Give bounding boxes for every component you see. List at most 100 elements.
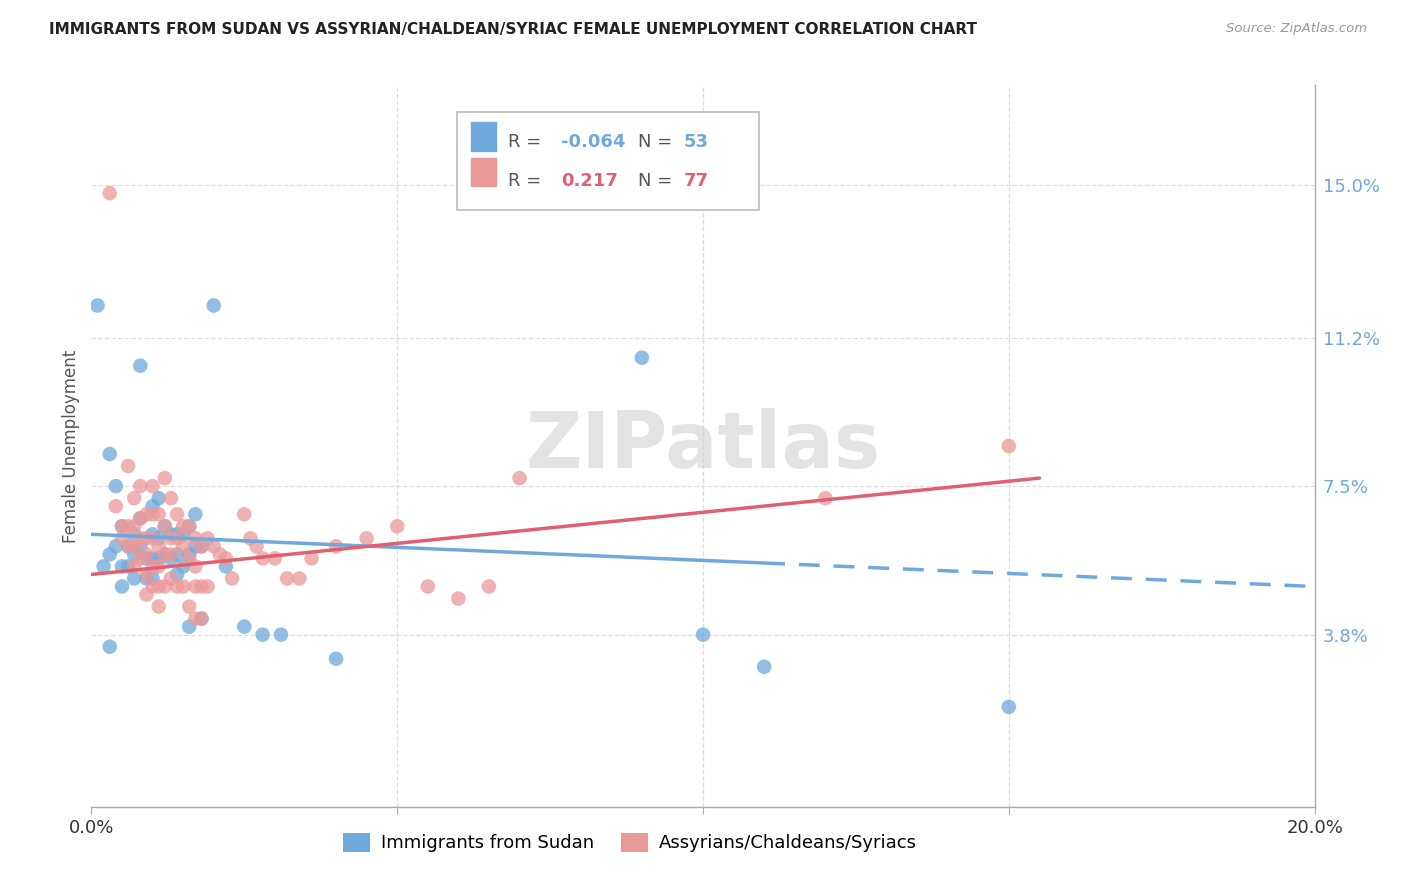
Point — [111, 519, 134, 533]
Point — [141, 580, 163, 594]
Point — [166, 527, 188, 541]
Point — [148, 580, 170, 594]
Point — [98, 640, 121, 654]
Point — [117, 519, 139, 533]
Point — [122, 491, 145, 506]
Point — [104, 500, 127, 514]
Point — [509, 471, 531, 485]
Point — [122, 548, 145, 562]
Point — [184, 539, 207, 553]
Point — [122, 572, 145, 586]
Point — [179, 599, 201, 614]
Point — [117, 459, 139, 474]
Text: R =: R = — [508, 133, 547, 151]
Point — [166, 567, 188, 582]
Point — [153, 548, 176, 562]
Point — [184, 532, 207, 546]
Point — [148, 599, 170, 614]
Point — [148, 551, 170, 566]
Point — [148, 559, 170, 574]
Point — [301, 551, 323, 566]
Point — [190, 612, 212, 626]
Point — [141, 532, 163, 546]
Point — [184, 580, 207, 594]
Point — [122, 539, 145, 553]
Point — [179, 519, 201, 533]
Point — [190, 580, 212, 594]
Point — [141, 527, 163, 541]
Point — [197, 580, 219, 594]
Point — [215, 559, 238, 574]
Point — [172, 539, 194, 553]
Point — [245, 539, 267, 553]
Point — [104, 539, 127, 553]
Point — [172, 580, 194, 594]
Point — [252, 551, 274, 566]
Point — [215, 551, 238, 566]
Point — [153, 580, 176, 594]
Point — [160, 548, 183, 562]
Point — [288, 572, 311, 586]
Point — [385, 519, 409, 533]
Point — [135, 588, 157, 602]
Point — [166, 532, 188, 546]
Point — [252, 628, 274, 642]
Point — [276, 572, 298, 586]
Point — [129, 479, 152, 493]
Point — [202, 539, 225, 553]
Point — [153, 548, 176, 562]
Point — [135, 551, 157, 566]
Point — [179, 620, 201, 634]
Point — [184, 559, 207, 574]
Point — [98, 447, 121, 461]
Point — [141, 572, 163, 586]
Legend: Immigrants from Sudan, Assyrians/Chaldeans/Syriacs: Immigrants from Sudan, Assyrians/Chaldea… — [336, 826, 924, 860]
Text: 0.217: 0.217 — [561, 172, 617, 190]
Text: IMMIGRANTS FROM SUDAN VS ASSYRIAN/CHALDEAN/SYRIAC FEMALE UNEMPLOYMENT CORRELATIO: IMMIGRANTS FROM SUDAN VS ASSYRIAN/CHALDE… — [49, 22, 977, 37]
Point — [814, 491, 837, 506]
Point — [416, 580, 439, 594]
Point — [111, 519, 134, 533]
Point — [129, 532, 152, 546]
Point — [998, 699, 1021, 714]
Point — [179, 519, 201, 533]
Point — [270, 628, 292, 642]
Point — [356, 532, 378, 546]
Point — [166, 580, 188, 594]
Point — [148, 532, 170, 546]
Point — [117, 539, 139, 553]
Point — [184, 612, 207, 626]
Point — [190, 612, 212, 626]
Point — [179, 548, 201, 562]
Point — [117, 559, 139, 574]
Point — [172, 519, 194, 533]
Point — [998, 439, 1021, 453]
Point — [93, 559, 115, 574]
Point — [148, 539, 170, 553]
Point — [478, 580, 501, 594]
Text: ZIPatlas: ZIPatlas — [526, 408, 880, 484]
Point — [239, 532, 262, 546]
Point — [172, 559, 194, 574]
Text: -0.064: -0.064 — [561, 133, 626, 151]
Text: 53: 53 — [683, 133, 709, 151]
Point — [160, 551, 183, 566]
Point — [129, 511, 152, 525]
Point — [104, 479, 127, 493]
Point — [631, 351, 654, 365]
Point — [190, 539, 212, 553]
Point — [129, 551, 152, 566]
Text: N =: N = — [638, 172, 678, 190]
Point — [179, 551, 201, 566]
Text: N =: N = — [638, 133, 678, 151]
Point — [202, 299, 225, 313]
Point — [153, 519, 176, 533]
Point — [129, 539, 152, 553]
Point — [447, 591, 470, 606]
Point — [233, 507, 256, 521]
Point — [221, 572, 243, 586]
Point — [190, 539, 212, 553]
Point — [141, 500, 163, 514]
Point — [86, 299, 108, 313]
Point — [148, 491, 170, 506]
